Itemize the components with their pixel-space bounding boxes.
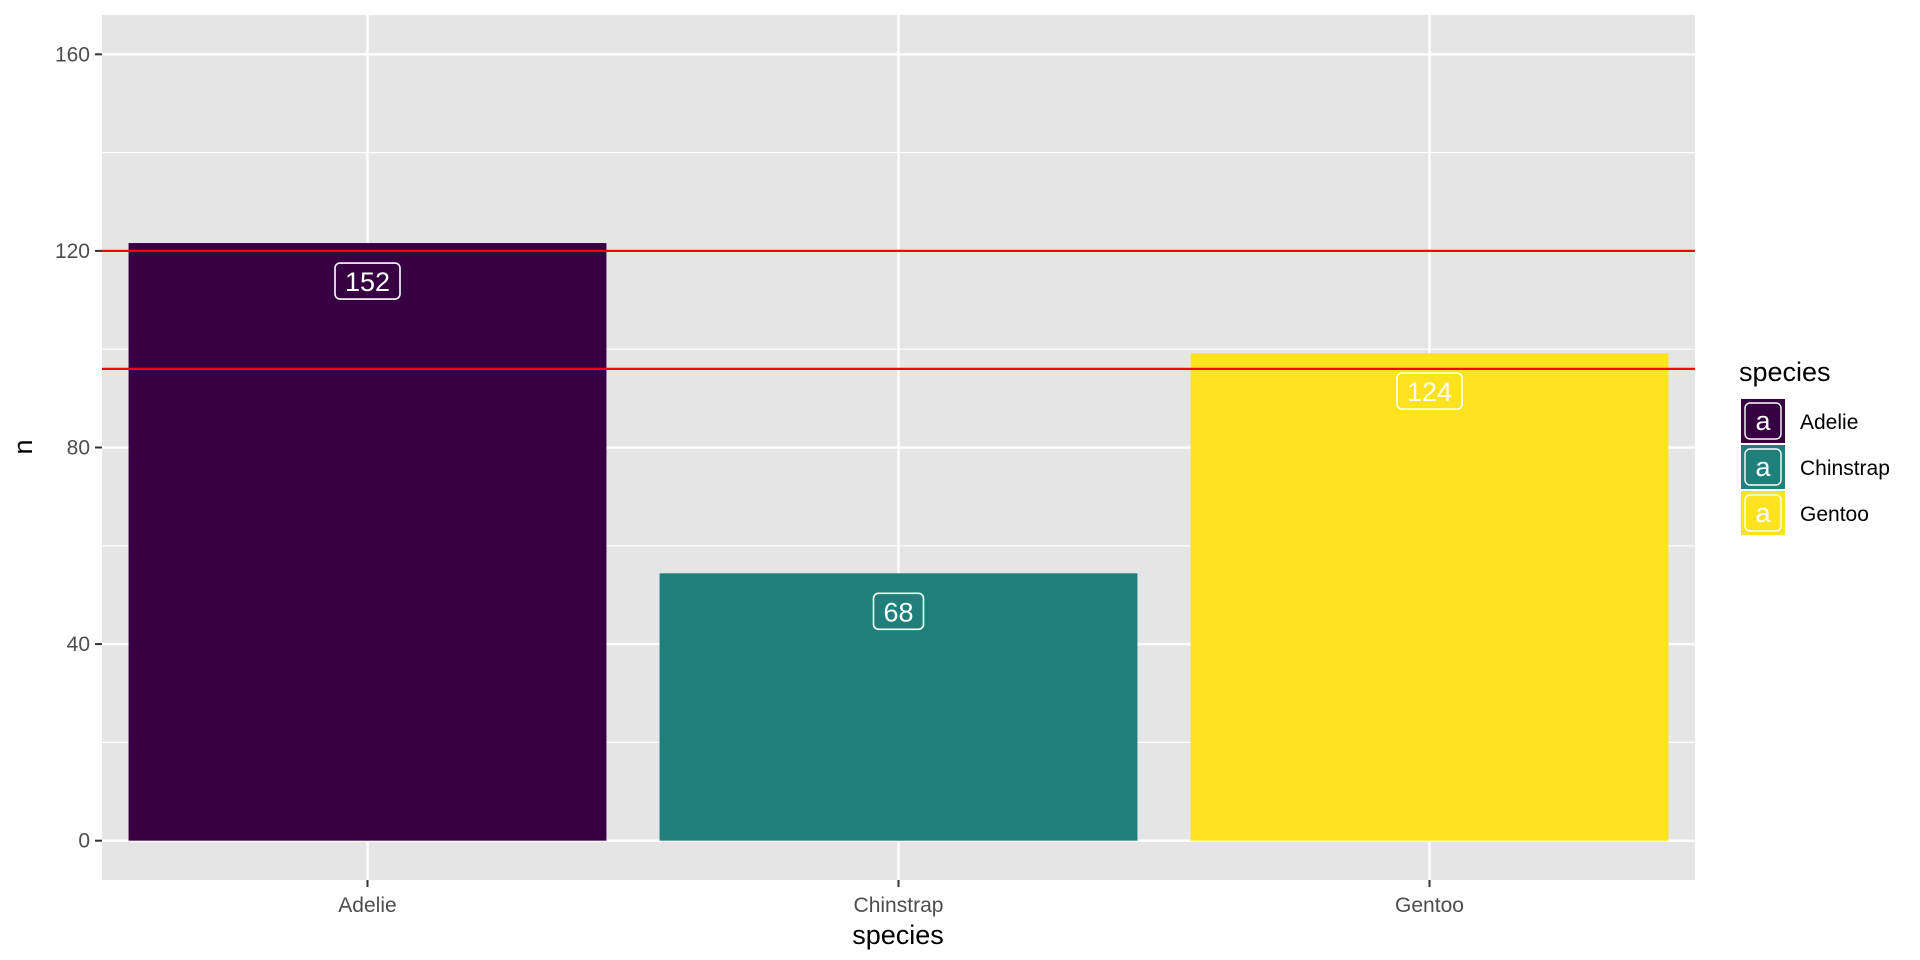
legend-label-chinstrap: Chinstrap xyxy=(1800,457,1890,480)
legend-key-glyph: a xyxy=(1755,452,1771,482)
y-tick-label: 120 xyxy=(55,240,90,263)
data-label-box xyxy=(334,262,401,300)
data-label-box xyxy=(1396,372,1463,410)
x-tick-label: Chinstrap xyxy=(854,894,944,917)
data-label-box xyxy=(872,592,925,631)
legend-key-label-box xyxy=(1744,402,1782,440)
y-tick-label: 40 xyxy=(67,633,90,656)
data-label: 68 xyxy=(883,597,913,627)
data-label: 152 xyxy=(345,267,390,297)
x-axis: Adelie Chinstrap Gentoo xyxy=(338,880,1464,917)
x-axis-title: species xyxy=(852,920,944,950)
legend-key-label-box xyxy=(1744,494,1782,532)
y-tick-label: 0 xyxy=(78,830,90,853)
legend: species a Adelie a Chinstrap a Gentoo xyxy=(1739,357,1890,535)
x-tick-label: Adelie xyxy=(338,894,396,917)
y-tick-label: 160 xyxy=(55,43,90,66)
bar-gentoo xyxy=(1190,353,1669,841)
x-tick-label: Gentoo xyxy=(1395,894,1464,917)
legend-key-glyph: a xyxy=(1755,498,1771,528)
reference-lines xyxy=(102,249,1695,370)
bar-adelie xyxy=(128,243,607,841)
legend-key-glyph: a xyxy=(1755,406,1771,436)
legend-keys: a Adelie a Chinstrap a Gentoo xyxy=(1741,399,1890,535)
y-tick-label: 80 xyxy=(67,437,90,460)
bars xyxy=(128,243,1669,841)
legend-key-label-box xyxy=(1744,448,1782,486)
y-axis-title: n xyxy=(8,439,38,454)
y-axis: 0 40 80 120 160 xyxy=(55,43,102,853)
data-label: 124 xyxy=(1407,377,1452,407)
legend-label-gentoo: Gentoo xyxy=(1800,503,1869,526)
legend-title: species xyxy=(1739,357,1831,387)
data-labels: 152 68 124 xyxy=(334,262,1463,631)
legend-label-adelie: Adelie xyxy=(1800,411,1858,434)
